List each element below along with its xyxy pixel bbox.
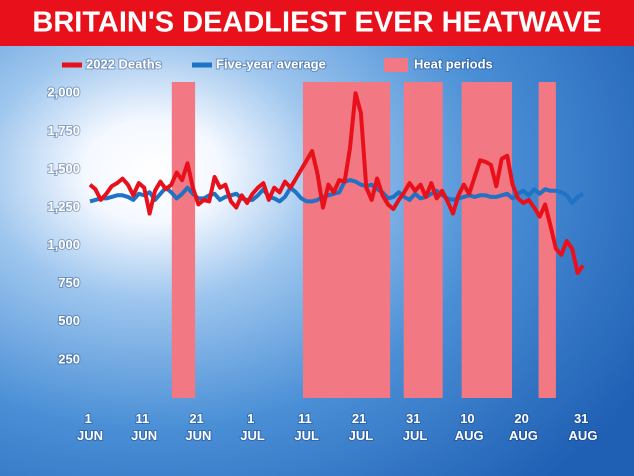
x-tick-label: 10 AUG xyxy=(455,411,484,443)
x-tick-label: 31 AUG xyxy=(569,411,598,443)
series-line xyxy=(88,91,585,275)
heat-period xyxy=(538,82,556,398)
legend-label: Heat periods xyxy=(414,56,493,71)
heat-period xyxy=(171,82,196,398)
heat-period xyxy=(403,82,443,398)
series-line xyxy=(89,178,584,205)
x-tick-label: 11 JUL xyxy=(294,411,319,443)
heat-period xyxy=(461,82,513,398)
y-tick-label: 1,250 xyxy=(47,199,80,214)
y-tick-label: 1,000 xyxy=(47,237,80,252)
y-tick-label: 2,000 xyxy=(47,85,80,100)
y-tick-label: 1,750 xyxy=(47,123,80,138)
x-tick-label: 11 JUN xyxy=(131,411,157,443)
y-tick-label: 1,500 xyxy=(47,161,80,176)
legend-swatch xyxy=(384,58,408,72)
x-tick-label: 21 JUN xyxy=(185,411,211,443)
x-tick-label: 1 JUL xyxy=(240,411,265,443)
legend-label: Five-year average xyxy=(216,56,326,71)
y-tick-label: 500 xyxy=(58,313,80,328)
x-tick-label: 20 AUG xyxy=(509,411,538,443)
title-banner xyxy=(0,0,634,46)
legend-label: 2022 Deaths xyxy=(86,56,162,71)
x-tick-label: 21 JUL xyxy=(349,411,374,443)
chart-title: BRITAIN'S DEADLIEST EVER HEATWAVE xyxy=(32,7,601,39)
x-tick-label: 31 JUL xyxy=(403,411,428,443)
y-tick-label: 750 xyxy=(58,275,80,290)
heat-period xyxy=(302,82,391,398)
x-tick-label: 1 JUN xyxy=(77,411,103,443)
y-tick-label: 250 xyxy=(58,351,80,366)
